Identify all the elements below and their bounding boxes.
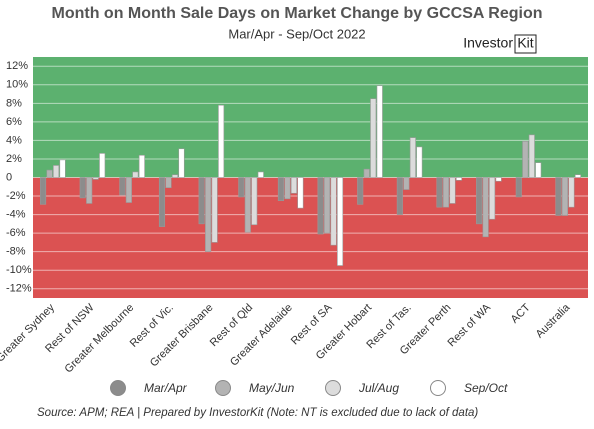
x-tick-label: Greater Melbourne	[63, 302, 137, 376]
bar	[476, 177, 483, 225]
legend-item: Mar/Apr	[110, 380, 188, 396]
legend-label: Mar/Apr	[144, 381, 188, 395]
logo: Investor Kit	[463, 34, 537, 54]
y-tick-label: -4%	[6, 208, 26, 220]
bar	[244, 177, 251, 233]
bar	[442, 177, 450, 208]
x-tick-label: Rest of WA	[446, 301, 494, 349]
bar	[211, 177, 218, 243]
bar	[568, 177, 575, 208]
bar	[53, 165, 60, 178]
y-tick-label: 4%	[6, 134, 22, 146]
logo-text: Kit	[517, 35, 533, 51]
bar	[205, 177, 212, 252]
y-tick-label: -10%	[6, 264, 32, 276]
logo-text: Investor	[463, 35, 513, 51]
bar	[138, 154, 145, 178]
bar	[92, 177, 99, 180]
bar	[436, 177, 443, 208]
y-tick-label: -2%	[6, 190, 26, 202]
bar	[218, 104, 225, 178]
bar	[257, 171, 264, 178]
y-tick-label: -12%	[6, 283, 32, 295]
source-note: Source: APM; REA | Prepared by InvestorK…	[37, 407, 478, 419]
bar	[158, 177, 166, 227]
bar	[290, 177, 297, 194]
legend-item: Sep/Oct	[430, 380, 508, 396]
bar	[277, 177, 284, 201]
x-tick-label: ACT	[509, 301, 533, 325]
bar	[449, 177, 456, 204]
bar	[297, 177, 304, 209]
bar	[455, 177, 463, 181]
bar	[99, 153, 106, 178]
bar	[330, 177, 337, 246]
bar	[574, 174, 581, 178]
negative-zone	[33, 177, 588, 298]
bar	[324, 177, 331, 234]
legend-marker	[110, 380, 126, 396]
x-tick-label: Greater Sydney	[0, 301, 57, 364]
legend-marker	[215, 380, 231, 396]
bar	[528, 134, 535, 178]
y-tick-label: 8%	[6, 97, 22, 109]
bar	[403, 177, 410, 190]
bar	[238, 177, 245, 198]
legend-item: May/Jun	[215, 380, 295, 396]
bar	[357, 177, 364, 205]
bar	[198, 177, 205, 225]
bar	[125, 177, 132, 203]
bar	[482, 177, 489, 238]
bar	[59, 159, 66, 178]
bar	[363, 168, 370, 178]
bar	[370, 98, 377, 178]
bar	[337, 177, 344, 266]
bar	[495, 177, 502, 182]
logo-box	[514, 34, 537, 54]
bar	[515, 177, 522, 198]
bar	[396, 177, 403, 215]
bar	[555, 177, 562, 216]
bar	[489, 177, 496, 220]
bar	[86, 177, 93, 204]
bar	[251, 177, 258, 226]
bar	[40, 177, 47, 205]
bar	[171, 174, 179, 178]
y-tick-label: 10%	[6, 79, 28, 91]
y-tick-label: 2%	[6, 153, 22, 165]
y-tick-label: 0	[6, 171, 12, 183]
bar	[46, 169, 53, 178]
legend-label: May/Jun	[249, 381, 295, 395]
bar	[376, 85, 383, 178]
chart-title: Month on Month Sale Days on Market Chang…	[52, 5, 543, 22]
bar	[284, 177, 291, 200]
legend-marker	[430, 380, 446, 396]
bar	[409, 137, 416, 178]
y-tick-label: 6%	[6, 116, 22, 128]
bar	[178, 148, 185, 178]
bar	[119, 177, 126, 196]
bar	[535, 162, 542, 178]
legend-marker	[325, 380, 341, 396]
bar	[522, 141, 529, 178]
bar	[561, 177, 568, 216]
chart-subtitle: Mar/Apr - Sep/Oct 2022	[228, 26, 365, 41]
legend-label: Sep/Oct	[464, 381, 508, 395]
bar	[165, 177, 172, 188]
bar	[317, 177, 324, 235]
y-tick-label: -8%	[6, 246, 26, 258]
y-tick-label: 12%	[6, 60, 28, 72]
bar	[416, 146, 423, 178]
bar	[79, 177, 86, 199]
positive-zone	[33, 57, 588, 178]
legend-item: Jul/Aug	[325, 380, 399, 396]
legend-label: Jul/Aug	[358, 381, 399, 395]
x-tick-label: Australia	[534, 301, 573, 340]
bar	[132, 171, 139, 178]
y-tick-label: -6%	[6, 227, 26, 239]
